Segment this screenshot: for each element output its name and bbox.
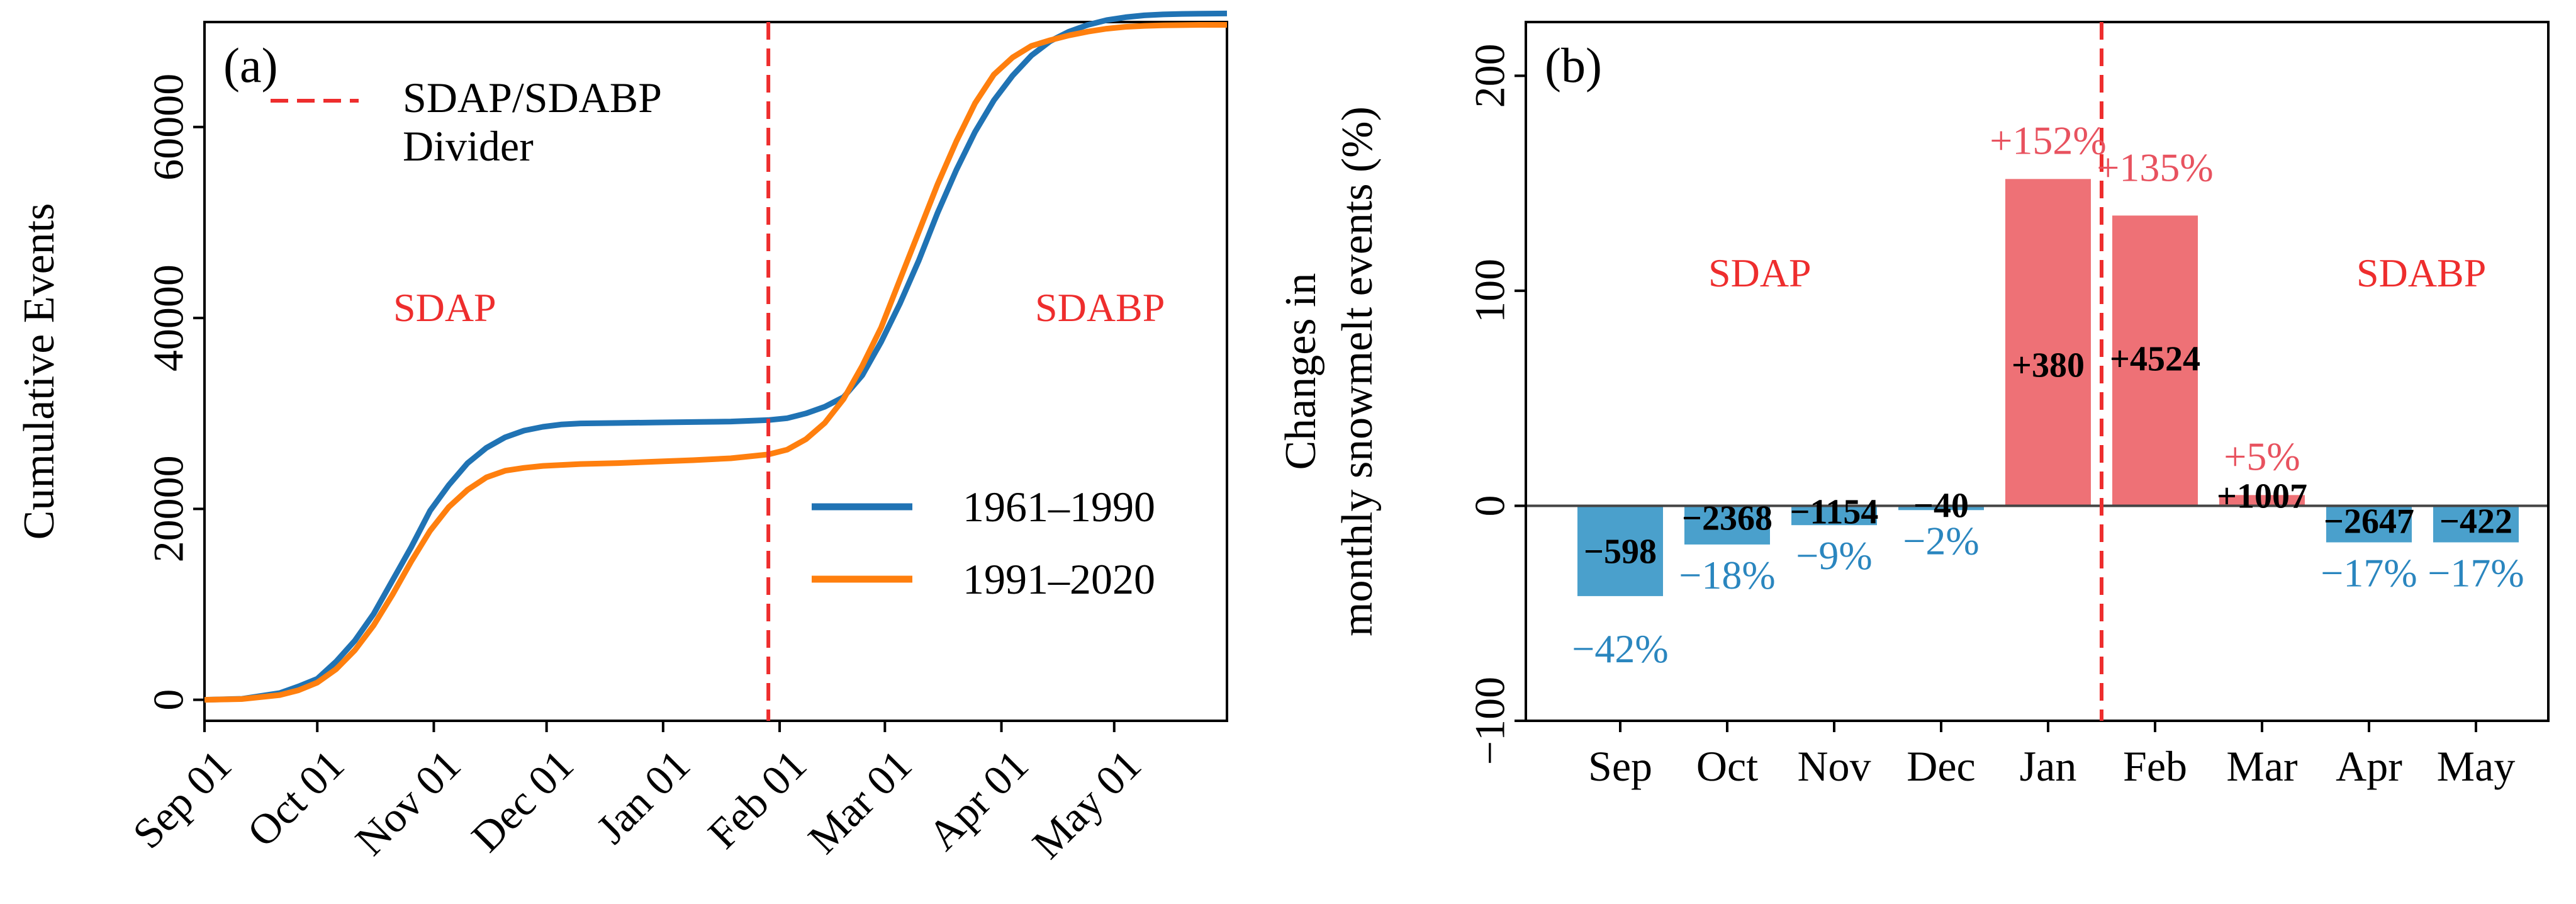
legend-divider-label-2: Divider <box>403 122 534 170</box>
count-label-mar: +1007 <box>2217 477 2307 516</box>
bar-nov <box>1791 506 1877 526</box>
panel-b-x-tick-label: Sep <box>1588 742 1652 790</box>
panel-a-region-sdabp: SDABP <box>1035 285 1165 330</box>
count-label-oct: −2368 <box>1682 499 1772 538</box>
panel-a-x-tick-label: Apr 01 <box>919 740 1038 859</box>
panel-a-region-sdap: SDAP <box>393 285 496 330</box>
count-label-jan: +380 <box>2012 346 2085 385</box>
bar-dec <box>1898 506 1984 511</box>
panel-b-y-axis-label: Changes in <box>1277 273 1325 470</box>
panel-b-x-tick-label: Oct <box>1696 742 1758 790</box>
panel-b-x-tick-label: Nov <box>1797 742 1871 790</box>
panel-a-x-tick-label: Nov 01 <box>346 740 470 864</box>
panel-b-x-tick-label: Feb <box>2123 742 2187 790</box>
panel-b-y-tick-label: 100 <box>1466 259 1514 323</box>
series-line-1991-2020 <box>204 22 1227 703</box>
panel-b-region-sdap: SDAP <box>1708 251 1812 295</box>
panel-a-y-ticks: 0 20000 40000 60000 <box>145 74 204 711</box>
panel-b-region-sdabp: SDABP <box>2356 251 2486 295</box>
panel-b-y-tick-label: 200 <box>1466 43 1514 108</box>
panel-b-bar-labels: −598 −2368 −1154 −40 +380 +4524 +1007 −2647 −422… <box>1572 118 2524 671</box>
panel-b-x-tick-label: Mar <box>2226 742 2298 790</box>
panel-b-y-tick-label: 0 <box>1466 495 1514 516</box>
panel-a-x-tick-label: Mar 01 <box>798 740 921 862</box>
panel-b-y-tick-label: −100 <box>1466 677 1514 765</box>
panel-a-y-tick-label: 0 <box>145 689 193 711</box>
panel-a-series <box>204 10 1228 703</box>
pct-label-oct: −18% <box>1679 553 1775 597</box>
pct-label-nov: −9% <box>1796 533 1872 578</box>
bar-may <box>2433 506 2519 543</box>
count-label-may: −422 <box>2439 502 2512 541</box>
series-line-1961-1990 <box>204 10 1228 703</box>
panel-b-bars <box>1577 179 2519 596</box>
panel-a-y-tick-label: 60000 <box>145 74 193 181</box>
panel-b-label: (b) <box>1545 38 1602 93</box>
legend-divider-label: SDAP/SDABP <box>403 74 662 121</box>
panel-a-frame <box>203 21 1228 722</box>
legend-label-1991-2020: 1991–2020 <box>963 555 1155 603</box>
count-label-apr: −2647 <box>2324 502 2414 541</box>
panel-a-y-tick-label: 40000 <box>145 264 193 371</box>
count-label-nov: −1154 <box>1790 492 1879 531</box>
count-label-feb: +4524 <box>2110 339 2200 378</box>
bar-mar <box>2219 495 2305 506</box>
bar-jan <box>2005 179 2091 506</box>
pct-label-mar: +5% <box>2224 434 2300 478</box>
bar-apr <box>2326 506 2412 543</box>
panel-a-x-tick-label: Jan 01 <box>587 740 699 852</box>
panel-b-y-axis-label-2: monthly snowmelt events (%) <box>1333 106 1382 636</box>
pct-label-may: −17% <box>2428 551 2524 596</box>
panel-a-x-tick-label: Feb 01 <box>698 740 815 857</box>
panel-a-x-tick-label: Oct 01 <box>238 740 353 856</box>
panel-a-y-tick-label: 20000 <box>145 455 193 562</box>
pct-label-apr: −17% <box>2321 551 2417 596</box>
bar-sep <box>1577 506 1663 596</box>
panel-a-x-tick-label: Sep 01 <box>123 740 240 857</box>
panel-a-x-tick-label: May 01 <box>1023 740 1150 867</box>
pct-label-jan: +152% <box>1990 118 2106 162</box>
panel-b-x-tick-label: May <box>2437 742 2516 790</box>
count-label-sep: −598 <box>1584 532 1657 571</box>
panel-b-x-ticks: Sep Oct Nov Dec Jan Feb Mar Apr May <box>1588 721 2515 790</box>
bar-oct <box>1684 506 1770 545</box>
pct-label-feb: +135% <box>2097 145 2213 189</box>
panel-b-x-tick-label: Apr <box>2336 742 2402 790</box>
pct-label-sep: −42% <box>1572 626 1668 671</box>
panel-b-x-tick-label: Dec <box>1907 742 1975 790</box>
pct-label-dec: −2% <box>1903 518 1979 563</box>
count-label-dec: −40 <box>1913 486 1969 525</box>
legend-label-1961-1990: 1961–1990 <box>963 483 1155 531</box>
panel-a-x-tick-label: Dec 01 <box>462 740 583 861</box>
panel-a-label: (a) <box>223 38 278 93</box>
panel-a-y-axis-label: Cumulative Events <box>15 203 64 540</box>
panel-b-x-tick-label: Jan <box>2020 742 2077 790</box>
panel-b-frame <box>1525 21 2550 722</box>
panel-b-y-ticks: −100 0 100 200 <box>1466 43 1526 765</box>
bar-feb <box>2112 215 2198 506</box>
